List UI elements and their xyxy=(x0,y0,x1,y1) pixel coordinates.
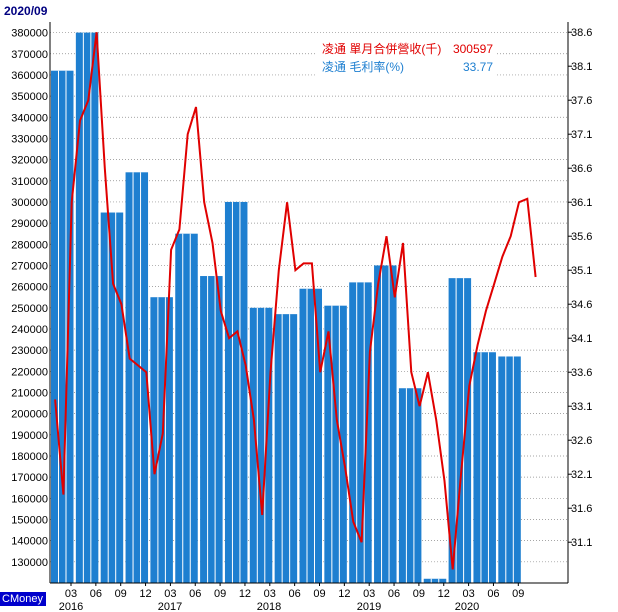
bar-8 xyxy=(249,307,273,583)
y-left-tick-label: 170000 xyxy=(11,472,48,484)
x-year-label: 2018 xyxy=(257,601,281,612)
x-tick-label: 12 xyxy=(139,588,151,600)
x-year-label: 2016 xyxy=(59,601,83,612)
bar-10 xyxy=(299,288,322,583)
brand-logo: CMoney xyxy=(0,592,46,606)
x-year-label: 2019 xyxy=(357,601,381,612)
y-right-tick-label: 34.1 xyxy=(571,333,592,345)
chart-date: 2020/09 xyxy=(4,4,48,18)
x-tick-label: 06 xyxy=(289,588,301,600)
y-left-tick-label: 180000 xyxy=(11,451,48,463)
bar-12 xyxy=(349,282,372,583)
y-right-tick-label: 31.1 xyxy=(571,537,592,549)
x-tick-label: 09 xyxy=(313,588,325,600)
x-tick-label: 03 xyxy=(462,588,474,600)
y-right-tick-label: 34.6 xyxy=(571,299,592,311)
x-tick-label: 12 xyxy=(239,588,251,600)
bar-15 xyxy=(423,578,447,583)
legend-item-revenue: 凌通 單月合併營收(千) 300597 xyxy=(317,40,495,58)
y-left-tick-label: 260000 xyxy=(11,282,48,294)
bar-6 xyxy=(200,276,223,583)
y-right-tick-label: 33.6 xyxy=(571,367,592,379)
y-right-tick-label: 32.6 xyxy=(571,435,592,447)
y-left-tick-label: 350000 xyxy=(11,91,48,103)
y-right-tick-label: 33.1 xyxy=(571,401,592,413)
y-left-tick-label: 230000 xyxy=(11,345,48,357)
x-tick-label: 03 xyxy=(264,588,276,600)
x-tick-label: 03 xyxy=(65,588,77,600)
bar-2 xyxy=(100,212,124,583)
y-left-tick-label: 160000 xyxy=(11,493,48,505)
y-left-tick-label: 250000 xyxy=(11,303,48,315)
y-left-tick-label: 270000 xyxy=(11,260,48,272)
bar-0 xyxy=(51,70,74,584)
legend-margin-value: 33.77 xyxy=(462,60,493,74)
bar-16 xyxy=(448,278,472,583)
x-tick-label: 06 xyxy=(388,588,400,600)
legend-revenue-name: 凌通 單月合併營收(千) xyxy=(322,42,442,56)
y-right-tick-label: 38.6 xyxy=(571,27,592,39)
bar-9 xyxy=(274,314,298,583)
bar-14 xyxy=(398,388,422,583)
margin-line xyxy=(54,32,537,570)
y-left-tick-label: 360000 xyxy=(11,70,48,82)
y-left-tick-label: 340000 xyxy=(11,112,48,124)
legend-margin-name: 凌通 毛利率(%) xyxy=(322,60,404,74)
y-left-tick-label: 220000 xyxy=(11,366,48,378)
legend-item-margin: 凌通 毛利率(%) 33.77 xyxy=(317,58,495,76)
bar-13 xyxy=(374,265,397,583)
y-right-tick-label: 35.1 xyxy=(571,265,592,277)
y-left-tick-label: 200000 xyxy=(11,409,48,421)
y-left-tick-label: 150000 xyxy=(11,514,48,526)
y-right-tick-label: 36.1 xyxy=(571,197,592,209)
y-left-tick-label: 310000 xyxy=(11,176,48,188)
x-tick-label: 03 xyxy=(363,588,375,600)
x-year-label: 2017 xyxy=(158,601,182,612)
x-year-label: 2020 xyxy=(455,601,479,612)
y-left-tick-label: 140000 xyxy=(11,536,48,548)
y-left-tick-label: 380000 xyxy=(11,28,48,40)
y-left-tick-label: 240000 xyxy=(11,324,48,336)
x-tick-label: 09 xyxy=(413,588,425,600)
x-tick-label: 03 xyxy=(164,588,176,600)
y-left-tick-label: 290000 xyxy=(11,218,48,230)
x-tick-label: 12 xyxy=(438,588,450,600)
bar-5 xyxy=(175,233,198,583)
y-left-tick-label: 320000 xyxy=(11,155,48,167)
y-left-tick-label: 370000 xyxy=(11,49,48,61)
y-right-tick-label: 32.1 xyxy=(571,469,592,481)
x-tick-label: 12 xyxy=(338,588,350,600)
y-right-tick-label: 31.6 xyxy=(571,503,592,515)
bar-17 xyxy=(473,352,496,583)
bar-1 xyxy=(75,32,99,584)
bar-7 xyxy=(224,201,248,583)
legend-revenue-value: 300597 xyxy=(452,42,493,56)
y-left-tick-label: 300000 xyxy=(11,197,48,209)
x-tick-label: 06 xyxy=(487,588,499,600)
bar-3 xyxy=(125,172,149,583)
y-right-tick-label: 35.6 xyxy=(571,231,592,243)
y-right-tick-label: 38.1 xyxy=(571,61,592,73)
x-tick-label: 09 xyxy=(115,588,127,600)
x-tick-label: 09 xyxy=(512,588,524,600)
y-right-tick-label: 37.1 xyxy=(571,129,592,141)
y-left-tick-label: 190000 xyxy=(11,430,48,442)
x-tick-label: 06 xyxy=(189,588,201,600)
y-left-tick-label: 330000 xyxy=(11,133,48,145)
y-right-tick-label: 36.6 xyxy=(571,163,592,175)
y-left-tick-label: 130000 xyxy=(11,557,48,569)
bar-18 xyxy=(498,356,521,583)
y-left-tick-label: 280000 xyxy=(11,239,48,251)
legend: 凌通 單月合併營收(千) 300597 凌通 毛利率(%) 33.77 xyxy=(317,40,495,80)
x-tick-label: 06 xyxy=(90,588,102,600)
y-left-tick-label: 210000 xyxy=(11,387,48,399)
x-tick-label: 09 xyxy=(214,588,226,600)
y-right-tick-label: 37.6 xyxy=(571,95,592,107)
bar-11 xyxy=(324,305,347,583)
